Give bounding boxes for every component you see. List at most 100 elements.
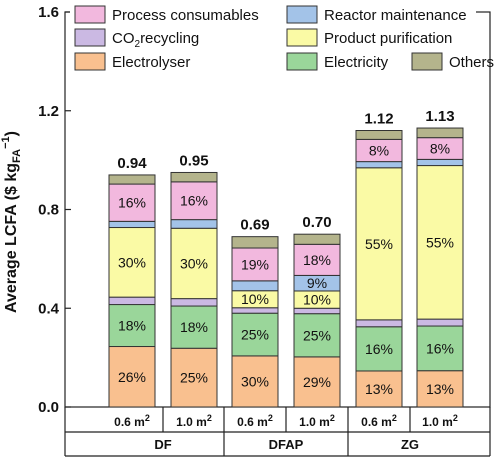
svg-text:Average LCFA ($ kgFA−1): Average LCFA ($ kgFA−1) (0, 131, 23, 313)
legend-entry: Electrolyser (74, 52, 190, 71)
bar-total-label: 0.69 (240, 217, 269, 234)
bar-segment (170, 171, 218, 183)
legend-swatch (286, 28, 318, 47)
electrode-area-label: 0.6 m2 (237, 413, 273, 429)
bar-total-label: 0.70 (302, 214, 331, 231)
bar-segment (108, 183, 156, 222)
legend: Process consumables Reactor maintenance CO… (70, 4, 494, 74)
y-tick-label: 1.6 (38, 4, 59, 21)
bar-segment (231, 355, 279, 408)
bar-segment (108, 220, 156, 229)
legend-background (70, 4, 476, 74)
electrode-area-label: 0.6 m2 (361, 413, 397, 429)
bar-segment (416, 370, 464, 408)
segment-percent-label: 55% (365, 236, 393, 252)
bar-segment (170, 227, 218, 300)
stacked-bar-6: 13% 16% 55% 8% 1.13 (416, 108, 464, 408)
segment-percent-label: 16% (180, 193, 208, 209)
legend-label: Electrolyser (112, 54, 190, 71)
bar-total-label: 0.94 (117, 155, 147, 172)
bar-segment (293, 233, 341, 245)
segment-percent-label: 8% (369, 142, 389, 158)
bar-segment (416, 165, 464, 320)
electrode-area-label: 0.6 m2 (114, 413, 150, 429)
stacked-bar-3: 30% 25% 10% 19% 0.69 (231, 217, 279, 408)
bar-total-label: 1.12 (364, 111, 393, 128)
segment-percent-label: 55% (426, 234, 454, 250)
bar-segment (293, 356, 341, 408)
legend-swatch (74, 5, 106, 24)
segment-percent-label: 13% (365, 381, 393, 397)
bar-segment (108, 174, 156, 185)
legend-entry: Electricity (286, 52, 389, 71)
electrode-area-label: 1.0 m2 (422, 413, 458, 429)
y-tick-label: 1.2 (38, 103, 59, 120)
segment-percent-label: 25% (303, 327, 331, 343)
bar-segment (355, 167, 403, 321)
legend-swatch (286, 52, 318, 71)
bar-segment (108, 346, 156, 408)
y-axis-title-sup: −1 (0, 136, 12, 149)
bar-total-label: 0.95 (179, 152, 208, 169)
y-tick-label: 0.0 (38, 399, 59, 416)
bar-segment (416, 318, 464, 327)
legend-entry: Reactor maintenance (286, 5, 467, 24)
segment-percent-label: 9% (307, 275, 327, 291)
bar-segment (231, 280, 279, 292)
bar-segment (170, 305, 218, 349)
bar-segment (355, 326, 403, 372)
group-label: ZG (401, 437, 419, 452)
bar-segment (416, 158, 464, 167)
segment-percent-label: 10% (241, 291, 269, 307)
legend-label: Reactor maintenance (324, 7, 467, 24)
legend-swatch (286, 5, 318, 24)
legend-label: Product purification (324, 30, 452, 47)
y-tick-label: 0.8 (38, 202, 59, 219)
bar-segment (355, 370, 403, 408)
legend-swatch (74, 52, 106, 71)
segment-percent-label: 29% (303, 374, 331, 390)
segment-percent-label: 30% (241, 373, 269, 389)
segment-percent-label: 16% (426, 340, 454, 356)
legend-swatch (411, 52, 443, 71)
bar-segment (231, 307, 279, 314)
segment-percent-label: 18% (118, 318, 146, 334)
bar-segment (416, 325, 464, 372)
bar-segment (293, 307, 341, 315)
y-axis-title: Average LCFA ($ kgFA−1) (0, 131, 23, 313)
segment-percent-label: 8% (430, 141, 450, 157)
segment-percent-label: 30% (180, 255, 208, 271)
stacked-bar-4: 29% 25% 10%9% 18% 0.70 (293, 214, 341, 408)
bar-segment (355, 130, 403, 140)
group-label: DFAP (269, 437, 304, 452)
segment-percent-label: 25% (241, 327, 269, 343)
y-axis-title-main: Average LCFA ($ kg (3, 163, 20, 313)
segment-percent-label: 13% (426, 381, 454, 397)
group-label: DF (154, 437, 171, 452)
bar-segment (293, 243, 341, 276)
segment-percent-label: 18% (180, 319, 208, 335)
bars-layer: 26% 18% 30% 16% 0.94 25% 18% 30% 16% 0.95 30% 25% 10… (108, 108, 464, 408)
bar-segment (170, 347, 218, 408)
segment-percent-label: 18% (303, 252, 331, 268)
segment-percent-label: 10% (303, 292, 331, 308)
legend-entry: Others (411, 52, 494, 71)
bar-segment (108, 296, 156, 306)
segment-percent-label: 25% (180, 370, 208, 386)
segment-percent-label: 19% (241, 256, 269, 272)
stacked-bar-1: 26% 18% 30% 16% 0.94 (108, 155, 156, 408)
legend-swatch (74, 28, 106, 47)
y-axis-title-close: ) (3, 131, 20, 136)
bar-segment (293, 313, 341, 358)
electrode-area-label: 1.0 m2 (299, 413, 335, 429)
y-tick-label: 0.4 (38, 300, 60, 317)
stacked-bar-5: 13% 16% 55% 8% 1.12 (355, 111, 403, 408)
legend-entry: Process consumables (74, 5, 259, 24)
x-axis-table: 0.6 m2 1.0 m2 0.6 m2 1.0 m2 0.6 m2 1.0 m2 DF DF… (64, 407, 491, 457)
legend-entry: Product purification (286, 28, 452, 47)
segment-percent-label: 16% (118, 195, 146, 211)
y-axis-title-sub: FA (11, 149, 23, 163)
segment-percent-label: 26% (118, 369, 146, 385)
bar-segment (170, 298, 218, 307)
